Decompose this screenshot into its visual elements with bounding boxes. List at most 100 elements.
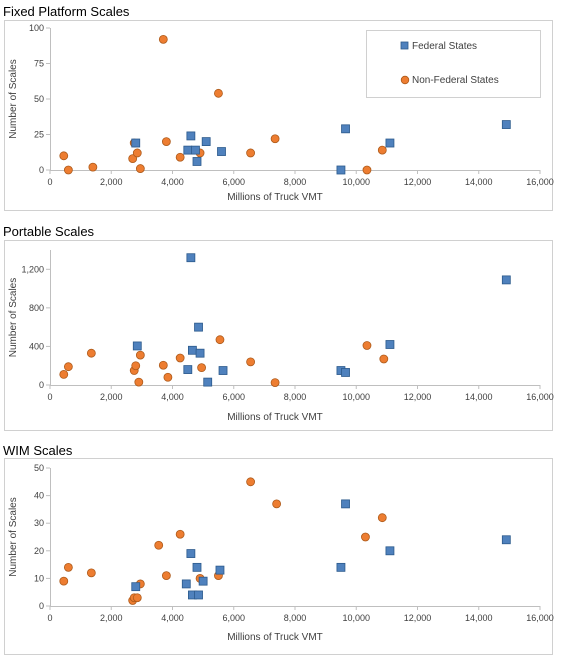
y-tick-label: 50 (34, 94, 44, 104)
x-tick-label: 12,000 (404, 177, 432, 187)
chart-2: 0 2,000 4,000 6,000 8,000 10,000 12,000 14,000 1… (4, 458, 554, 655)
nonfederal-point (270, 378, 280, 387)
nonfederal-point (59, 576, 69, 586)
federal-point (186, 549, 196, 558)
legend-federal-marker (400, 41, 409, 50)
chart-title-wim: WIM Scales (3, 443, 73, 458)
federal-point (341, 368, 350, 377)
nonfederal-point (362, 165, 372, 175)
x-tick-label: 4,000 (161, 392, 184, 402)
y-tick-label: 100 (29, 23, 44, 33)
x-tick-label: 16,000 (526, 177, 554, 187)
nonfederal-point (270, 134, 280, 144)
y-axis-label: Number of Scales (8, 59, 19, 138)
x-tick-label: 12,000 (404, 613, 432, 623)
nonfederal-point (154, 540, 164, 550)
nonfederal-point (86, 568, 96, 578)
x-tick-label: 10,000 (342, 392, 370, 402)
x-tick-label: 8,000 (284, 392, 307, 402)
federal-point (341, 124, 350, 134)
y-tick-label: 0 (39, 380, 44, 390)
x-tick-label: 4,000 (161, 177, 184, 187)
nonfederal-point (86, 348, 96, 358)
federal-point (181, 579, 191, 589)
federal-point (385, 546, 395, 556)
chart-title-portable: Portable Scales (3, 224, 95, 239)
federal-point (336, 165, 346, 175)
federal-point (501, 120, 511, 129)
nonfederal-point (63, 562, 73, 572)
federal-point (195, 348, 205, 358)
nonfederal-point (134, 377, 144, 387)
x-tick-label: 12,000 (404, 392, 432, 402)
federal-point (501, 535, 511, 545)
x-tick-label: 8,000 (284, 613, 307, 623)
nonfederal-point (161, 571, 171, 581)
x-tick-label: 0 (47, 177, 52, 187)
nonfederal-point (59, 151, 69, 161)
x-tick-label: 16,000 (526, 392, 554, 402)
chart-1: 0 2,000 4,000 6,000 8,000 10,000 12,000 14,000 1… (4, 240, 554, 431)
federal-point (385, 340, 395, 349)
nonfederal-point (246, 477, 255, 487)
y-tick-label: 10 (34, 573, 44, 583)
federal-point (183, 145, 193, 155)
federal-point (192, 562, 202, 572)
nonfederal-point (377, 513, 387, 523)
nonfederal-point (175, 353, 185, 363)
y-tick-label: 400 (29, 341, 44, 351)
nonfederal-point (215, 335, 225, 345)
nonfederal-point (246, 357, 255, 367)
federal-point (183, 365, 193, 374)
chart-0: 0 2,000 4,000 6,000 8,000 10,000 12,000 14,000 1… (4, 20, 554, 211)
nonfederal-point (59, 369, 69, 379)
federal-point (217, 147, 226, 156)
legend-nonfederal-marker (400, 75, 410, 85)
y-tick-label: 75 (34, 59, 44, 69)
nonfederal-point (132, 148, 142, 158)
y-tick-label: 30 (34, 518, 44, 528)
federal-point (192, 157, 202, 166)
federal-point (336, 562, 346, 572)
nonfederal-point (131, 361, 141, 371)
nonfederal-point (135, 164, 145, 173)
x-tick-label: 6,000 (222, 177, 245, 187)
federal-point (385, 138, 395, 148)
nonfederal-point (175, 529, 185, 539)
nonfederal-point (88, 162, 98, 172)
legend-federal-label: Federal States (412, 41, 477, 52)
x-tick-label: 2,000 (100, 177, 123, 187)
federal-point (341, 499, 350, 509)
federal-point (131, 582, 141, 592)
y-tick-label: 25 (34, 130, 44, 140)
nonfederal-point (272, 499, 282, 509)
x-tick-label: 6,000 (222, 392, 245, 402)
chart-title-fixed-platform: Fixed Platform Scales (3, 4, 130, 19)
nonfederal-point (132, 593, 142, 603)
federal-point (131, 138, 141, 148)
y-tick-label: 0 (39, 601, 44, 611)
nonfederal-point (161, 137, 171, 147)
x-tick-label: 2,000 (100, 392, 123, 402)
federal-point (191, 145, 200, 155)
y-tick-label: 50 (34, 463, 44, 473)
nonfederal-point (128, 154, 138, 164)
nonfederal-point (158, 34, 168, 44)
nonfederal-point (63, 362, 73, 372)
nonfederal-point (361, 532, 370, 542)
x-tick-label: 14,000 (465, 392, 493, 402)
y-tick-label: 40 (34, 491, 44, 501)
nonfederal-point (214, 88, 223, 98)
y-tick-label: 20 (34, 546, 44, 556)
federal-point (201, 137, 211, 147)
legend: Federal States Non-Federal States (366, 30, 541, 98)
federal-point (194, 590, 203, 600)
x-tick-label: 0 (47, 392, 52, 402)
x-axis-label: Millions of Truck VMT (227, 632, 323, 643)
x-tick-label: 6,000 (222, 613, 245, 623)
nonfederal-point (246, 148, 255, 158)
federal-point (194, 322, 203, 332)
x-tick-label: 14,000 (465, 177, 493, 187)
nonfederal-point (362, 341, 372, 350)
